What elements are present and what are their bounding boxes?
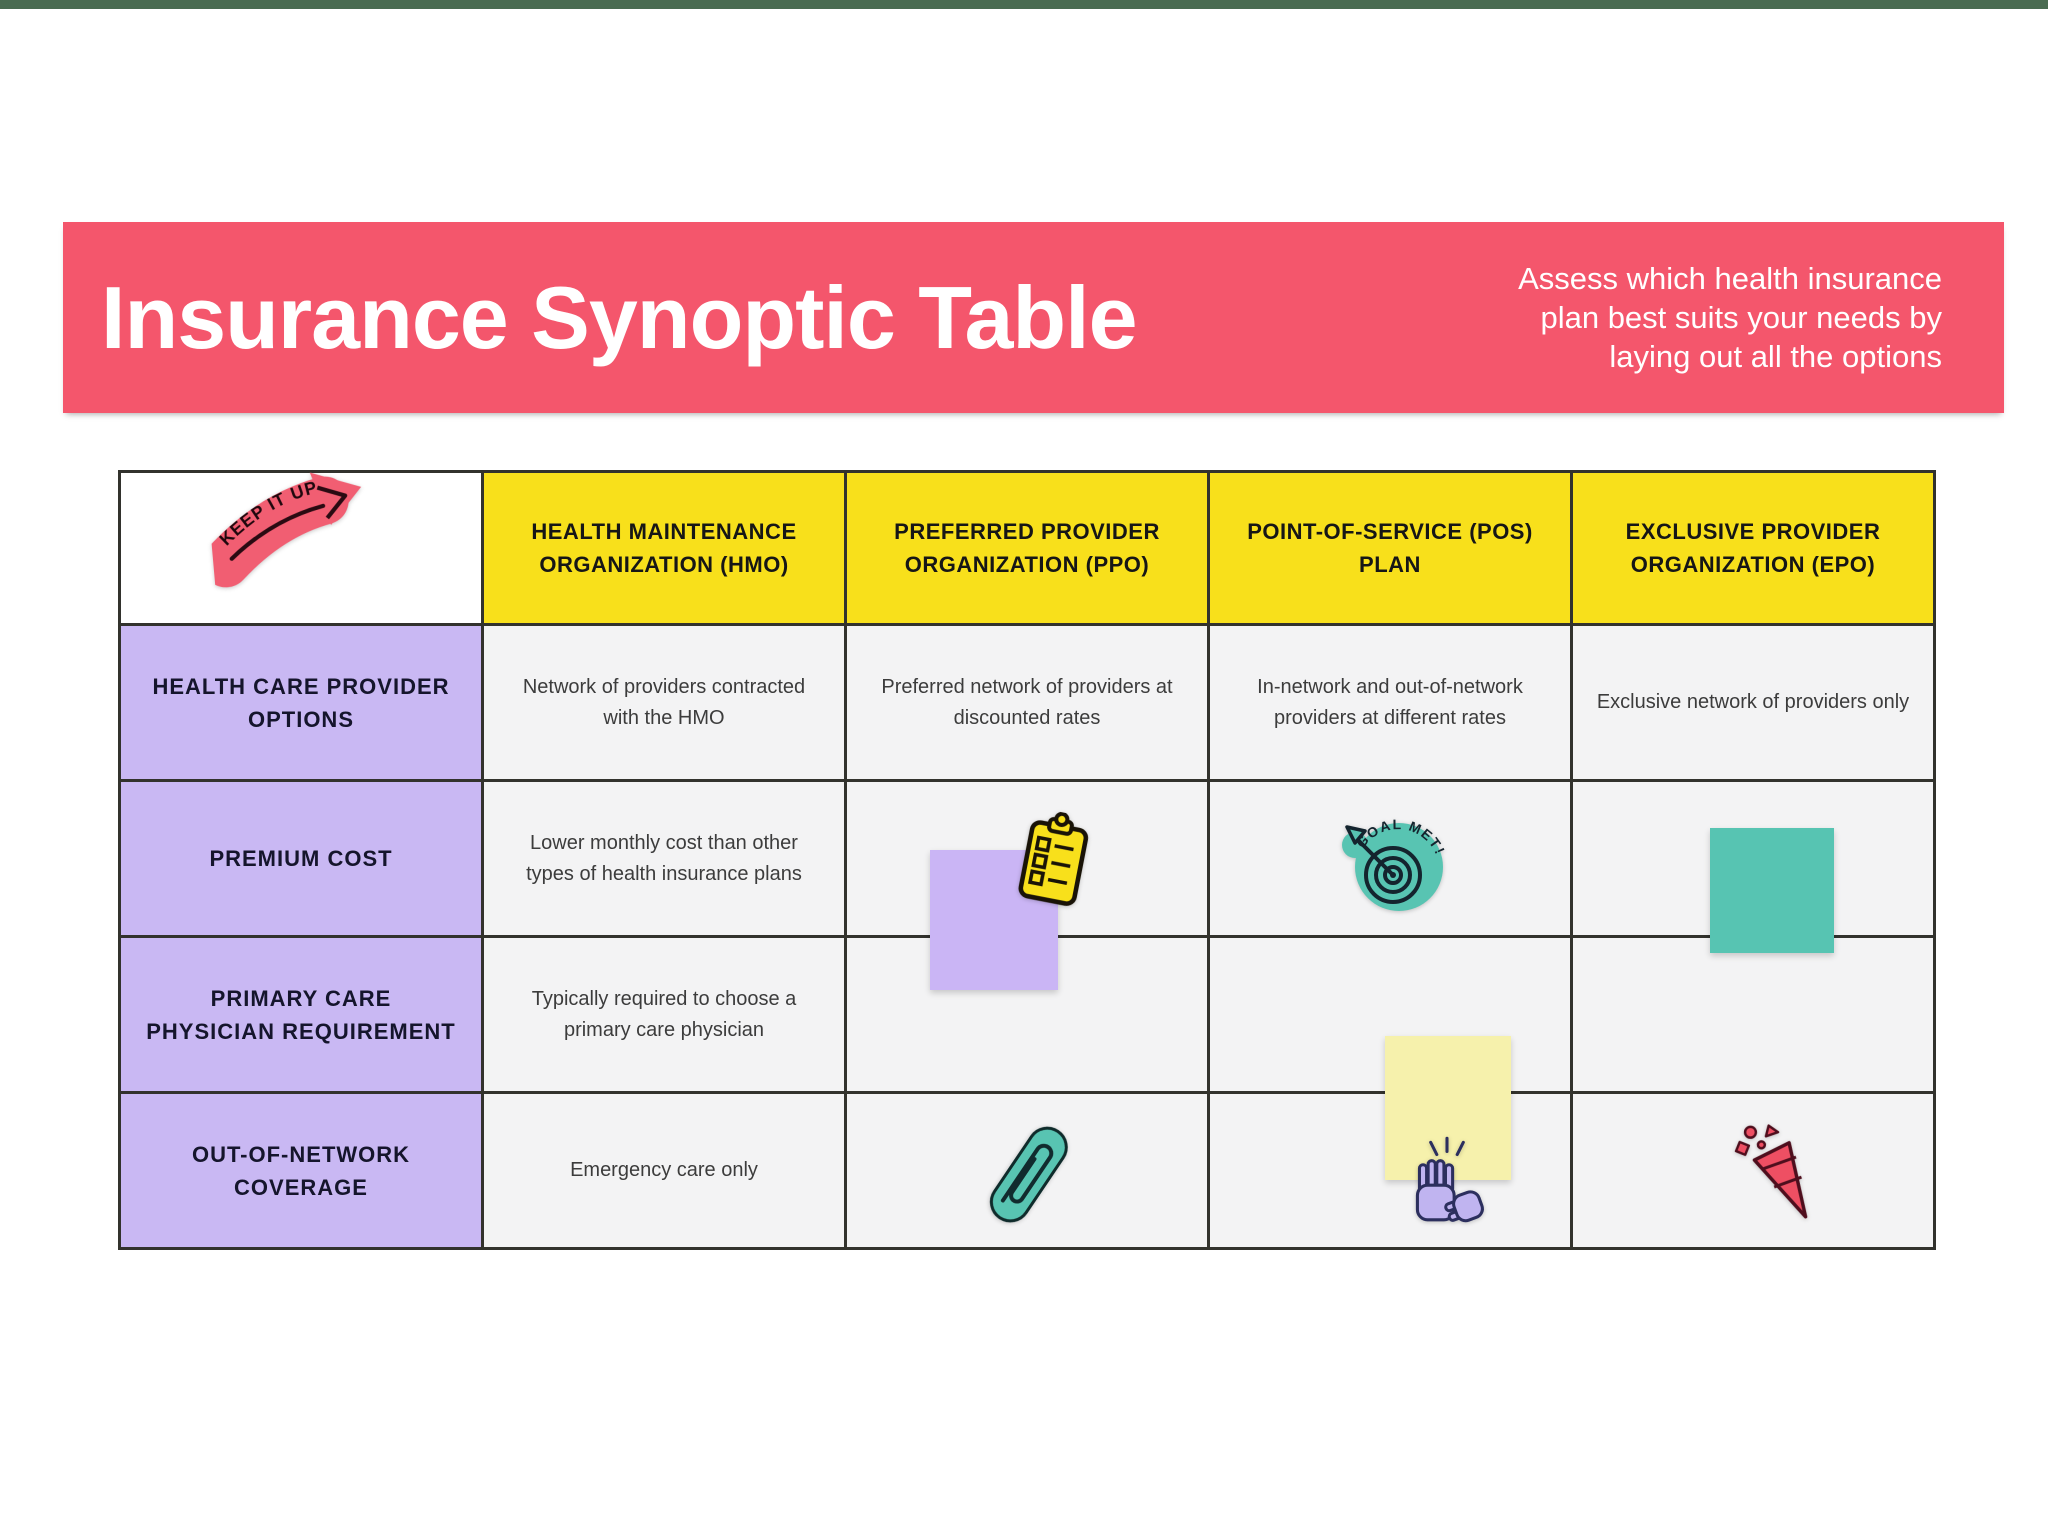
banner-subtitle-line: laying out all the options — [1609, 339, 1942, 374]
row-header-premium-cost: PREMIUM COST — [118, 779, 484, 938]
insurance-comparison-table: HEALTH MAINTENANCE ORGANIZATION (HMO) PR… — [118, 470, 1936, 1250]
table-cell — [1570, 1091, 1936, 1250]
table-cell: Typically required to choose a primary c… — [481, 935, 847, 1094]
table-cell: Preferred network of providers at discou… — [844, 623, 1210, 782]
row-header-provider-options: HEALTH CARE PROVIDER OPTIONS — [118, 623, 484, 782]
table-cell: Exclusive network of providers only — [1570, 623, 1936, 782]
yellow-sticky-note — [1385, 1036, 1511, 1180]
banner-subtitle-line: Assess which health insurance — [1518, 261, 1942, 296]
row-header-out-of-network: OUT-OF-NETWORK COVERAGE — [118, 1091, 484, 1250]
banner-subtitle: Assess which health insurance plan best … — [1518, 259, 1942, 376]
paperclip-icon — [989, 1126, 1068, 1223]
table-cell: Emergency care only — [481, 1091, 847, 1250]
column-header-hmo: HEALTH MAINTENANCE ORGANIZATION (HMO) — [481, 470, 847, 626]
column-header-epo: EXCLUSIVE PROVIDER ORGANIZATION (EPO) — [1570, 470, 1936, 626]
column-header-ppo: PREFERRED PROVIDER ORGANIZATION (PPO) — [844, 470, 1210, 626]
table-cell: Network of providers contracted with the… — [481, 623, 847, 782]
banner-subtitle-line: plan best suits your needs by — [1540, 300, 1942, 335]
column-header-pos: POINT-OF-SERVICE (POS) PLAN — [1207, 470, 1573, 626]
goal-met-badge-icon: GOAL MET! — [1342, 816, 1447, 911]
clipboard-icon — [1018, 811, 1089, 906]
table-cell: In-network and out-of-network providers … — [1207, 623, 1573, 782]
teal-sticky-note — [1710, 828, 1834, 953]
row-header-pcp-requirement: PRIMARY CARE PHYSICIAN REQUIREMENT — [118, 935, 484, 1094]
table-cell — [1570, 935, 1936, 1094]
table-cell — [844, 1091, 1210, 1250]
party-popper-icon — [1734, 1124, 1808, 1219]
page-title: Insurance Synoptic Table — [101, 267, 1138, 367]
title-banner: Insurance Synoptic Table Assess which he… — [63, 222, 2004, 413]
top-accent-bar — [0, 0, 2048, 9]
high-five-icon — [1415, 1136, 1484, 1223]
keep-it-up-arrow-sticker: KEEP IT UP — [205, 472, 362, 588]
table-cell: Lower monthly cost than other types of h… — [481, 779, 847, 938]
